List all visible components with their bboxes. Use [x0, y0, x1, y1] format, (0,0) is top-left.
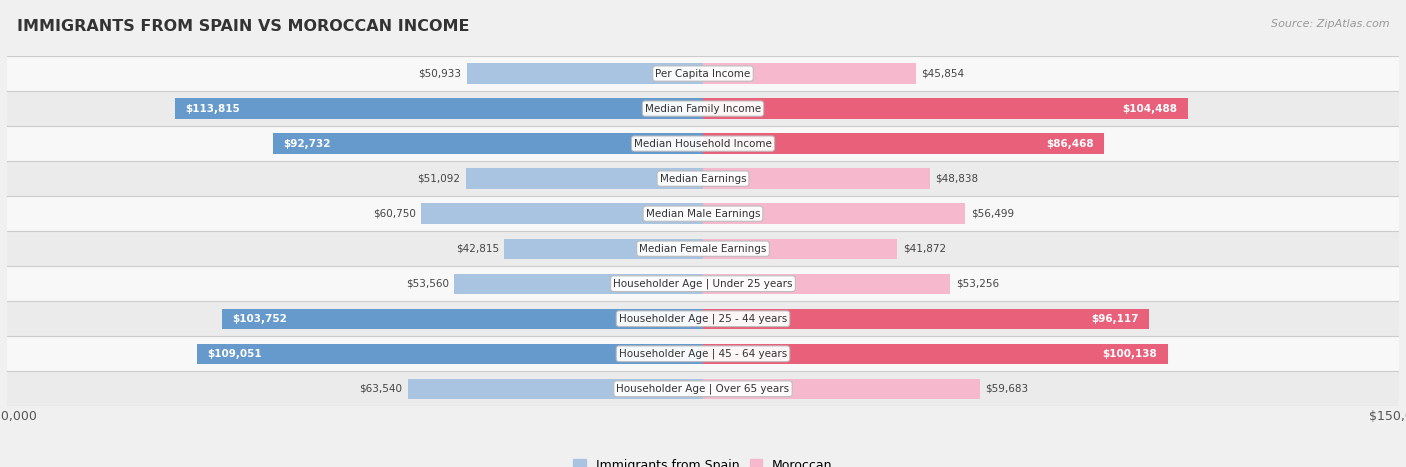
Text: Median Female Earnings: Median Female Earnings [640, 244, 766, 254]
Bar [197, 344, 703, 364]
Text: $109,051: $109,051 [208, 349, 262, 359]
Text: $53,560: $53,560 [406, 279, 449, 289]
Bar [465, 169, 703, 189]
Text: $59,683: $59,683 [986, 384, 1029, 394]
Text: $41,872: $41,872 [903, 244, 946, 254]
FancyBboxPatch shape [7, 161, 1399, 196]
Bar [703, 309, 1149, 329]
Text: IMMIGRANTS FROM SPAIN VS MOROCCAN INCOME: IMMIGRANTS FROM SPAIN VS MOROCCAN INCOME [17, 19, 470, 34]
Bar [422, 204, 703, 224]
Text: Median Family Income: Median Family Income [645, 104, 761, 113]
Bar [174, 99, 703, 119]
Bar [703, 344, 1167, 364]
Text: Householder Age | Over 65 years: Householder Age | Over 65 years [616, 383, 790, 394]
Bar [408, 379, 703, 399]
Bar [703, 379, 980, 399]
Text: $48,838: $48,838 [935, 174, 979, 184]
Bar [703, 134, 1104, 154]
Bar [703, 204, 965, 224]
Bar [222, 309, 703, 329]
Text: $96,117: $96,117 [1091, 314, 1139, 324]
Text: $56,499: $56,499 [970, 209, 1014, 219]
Bar [273, 134, 703, 154]
Text: $50,933: $50,933 [418, 69, 461, 78]
Bar [703, 64, 915, 84]
Text: $45,854: $45,854 [921, 69, 965, 78]
Bar [467, 64, 703, 84]
Text: $103,752: $103,752 [232, 314, 287, 324]
Text: $86,468: $86,468 [1046, 139, 1094, 149]
Bar [703, 169, 929, 189]
Text: $53,256: $53,256 [956, 279, 998, 289]
Text: $113,815: $113,815 [186, 104, 240, 113]
FancyBboxPatch shape [7, 301, 1399, 336]
Text: $100,138: $100,138 [1102, 349, 1157, 359]
FancyBboxPatch shape [7, 196, 1399, 231]
Bar [703, 239, 897, 259]
Text: Median Earnings: Median Earnings [659, 174, 747, 184]
FancyBboxPatch shape [7, 371, 1399, 406]
Text: Median Male Earnings: Median Male Earnings [645, 209, 761, 219]
Bar [703, 99, 1188, 119]
Bar [454, 274, 703, 294]
FancyBboxPatch shape [7, 56, 1399, 91]
FancyBboxPatch shape [7, 231, 1399, 266]
Text: Householder Age | 45 - 64 years: Householder Age | 45 - 64 years [619, 348, 787, 359]
Text: $104,488: $104,488 [1122, 104, 1177, 113]
Text: Householder Age | Under 25 years: Householder Age | Under 25 years [613, 278, 793, 289]
Text: $51,092: $51,092 [418, 174, 460, 184]
Text: Householder Age | 25 - 44 years: Householder Age | 25 - 44 years [619, 313, 787, 324]
Text: $60,750: $60,750 [373, 209, 416, 219]
FancyBboxPatch shape [7, 91, 1399, 126]
FancyBboxPatch shape [7, 336, 1399, 371]
Legend: Immigrants from Spain, Moroccan: Immigrants from Spain, Moroccan [568, 454, 838, 467]
FancyBboxPatch shape [7, 126, 1399, 161]
Bar [703, 274, 950, 294]
Text: Source: ZipAtlas.com: Source: ZipAtlas.com [1271, 19, 1389, 28]
Text: $42,815: $42,815 [456, 244, 499, 254]
Text: $63,540: $63,540 [360, 384, 402, 394]
Text: Median Household Income: Median Household Income [634, 139, 772, 149]
FancyBboxPatch shape [7, 266, 1399, 301]
Bar [505, 239, 703, 259]
Text: $92,732: $92,732 [283, 139, 330, 149]
Text: Per Capita Income: Per Capita Income [655, 69, 751, 78]
